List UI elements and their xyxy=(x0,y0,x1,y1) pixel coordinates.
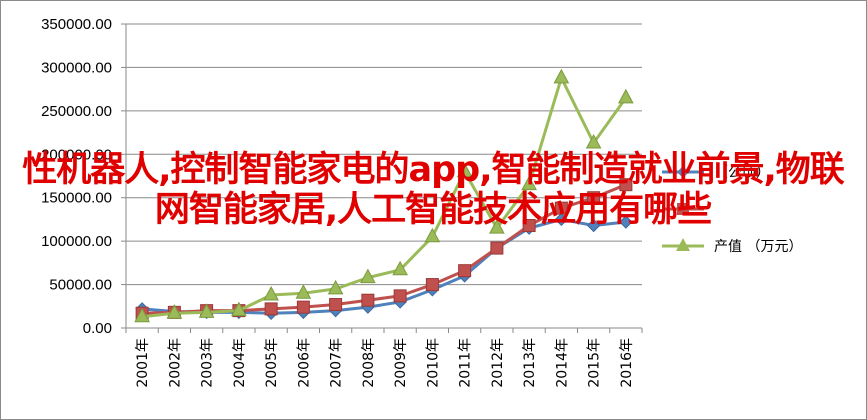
x-tick-label: 2009年 xyxy=(393,338,409,388)
legend-label: 产值 （万元） xyxy=(714,239,802,255)
x-tick-label: 2013年 xyxy=(522,338,538,388)
y-tick-label: 250000.00 xyxy=(41,103,112,120)
x-tick-label: 2003年 xyxy=(200,338,216,388)
data-point xyxy=(327,279,344,295)
data-point xyxy=(553,68,570,84)
data-point xyxy=(392,260,408,276)
data-point xyxy=(264,302,278,316)
data-point xyxy=(489,219,505,234)
data-point xyxy=(521,175,537,191)
x-tick-label: 2015年 xyxy=(587,338,603,388)
data-point xyxy=(458,264,472,278)
data-point xyxy=(554,212,569,227)
x-tick-label: 2006年 xyxy=(296,338,312,388)
data-point xyxy=(618,88,634,104)
y-tick-label: 350000.00 xyxy=(41,16,112,33)
data-point xyxy=(296,300,310,314)
x-tick-label: 2008年 xyxy=(361,338,377,388)
legend-marker xyxy=(676,238,690,251)
data-point xyxy=(425,278,439,292)
y-tick-label: 0.00 xyxy=(83,320,112,337)
data-point xyxy=(361,293,375,307)
series-line xyxy=(141,76,628,319)
data-point xyxy=(585,133,602,149)
data-point xyxy=(263,285,279,301)
x-tick-label: 2007年 xyxy=(329,338,345,388)
data-point xyxy=(456,162,473,178)
legend-marker xyxy=(677,166,689,178)
data-point xyxy=(490,241,504,255)
x-tick-label: 2001年 xyxy=(135,338,151,388)
y-tick-label: 100000.00 xyxy=(41,233,112,250)
data-point xyxy=(134,307,150,323)
data-point xyxy=(329,298,343,312)
data-point xyxy=(393,289,407,303)
x-tick-label: 2005年 xyxy=(264,338,280,388)
y-tick-label: 150000.00 xyxy=(41,190,112,207)
data-point xyxy=(522,219,536,233)
data-point xyxy=(587,191,601,205)
y-tick-label: 200000.00 xyxy=(41,146,112,163)
x-tick-label: 2011年 xyxy=(458,338,474,388)
data-point xyxy=(198,303,215,318)
x-tick-label: 2004年 xyxy=(232,338,248,388)
data-point xyxy=(619,215,633,229)
data-point xyxy=(554,201,568,215)
overlay-title: 性机器人,控制智能家电的app,智能制造就业前景,物联网智能家居,人工智能技术应… xyxy=(22,150,845,230)
data-point xyxy=(231,301,247,317)
data-point xyxy=(166,304,183,319)
legend-marker xyxy=(677,203,689,215)
y-tick-label: 50000.00 xyxy=(49,277,112,294)
x-tick-label: 2010年 xyxy=(425,338,441,388)
y-tick-label: 300000.00 xyxy=(41,59,112,76)
data-point xyxy=(424,227,441,243)
legend-label: （公顷） xyxy=(714,165,770,181)
x-tick-label: 2002年 xyxy=(167,338,183,388)
x-tick-label: 2014年 xyxy=(554,338,570,388)
data-point xyxy=(586,218,601,233)
data-point xyxy=(295,284,312,299)
x-tick-label: 2012年 xyxy=(490,338,506,388)
data-point xyxy=(619,178,633,192)
x-tick-label: 2016年 xyxy=(619,338,635,388)
data-point xyxy=(360,268,376,284)
